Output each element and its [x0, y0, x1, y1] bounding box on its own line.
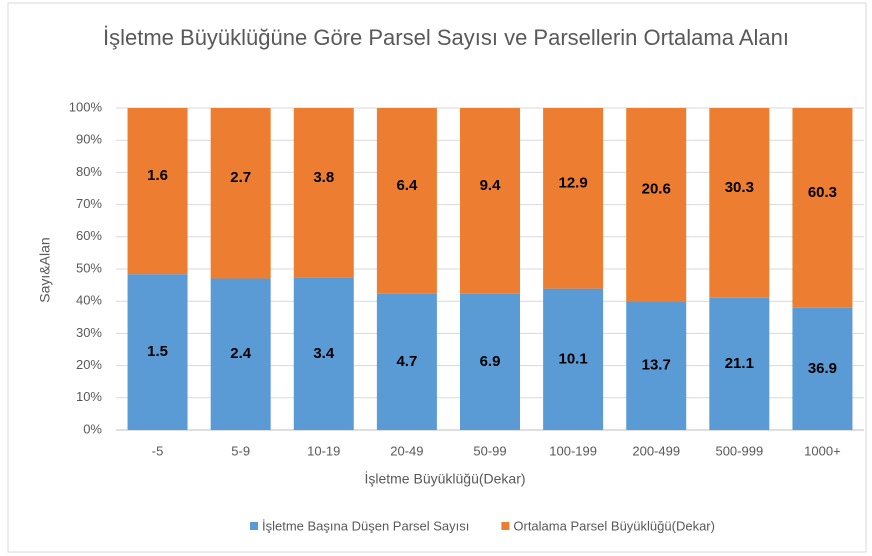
y-tick-label: 0% — [83, 421, 102, 436]
bar-segment — [127, 274, 188, 430]
bar-segment — [460, 108, 520, 294]
y-tick-label: 60% — [76, 228, 102, 243]
value-label: 36.9 — [808, 360, 837, 377]
bar-segment — [127, 108, 188, 275]
bar-segment — [709, 108, 770, 298]
x-tick-label: 10-19 — [307, 443, 340, 458]
x-tick-label: -5 — [152, 443, 164, 458]
value-label: 10.1 — [559, 350, 588, 367]
y-tick-label: 70% — [76, 196, 102, 211]
y-tick-label: 100% — [69, 99, 103, 114]
legend-label: İşletme Başına Düşen Parsel Sayısı — [262, 518, 469, 533]
y-tick-label: 90% — [76, 132, 102, 147]
x-tick-label: 50-99 — [473, 443, 506, 458]
y-tick-label: 40% — [76, 293, 102, 308]
value-label: 20.6 — [642, 181, 671, 198]
x-tick-label: 100-199 — [549, 443, 597, 458]
bar-segment — [210, 108, 271, 279]
value-label: 4.7 — [396, 353, 417, 370]
x-tick-label: 20-49 — [390, 443, 423, 458]
y-tick-label: 80% — [76, 164, 102, 179]
x-tick-label: 500-999 — [715, 443, 763, 458]
bar-segment — [293, 108, 354, 278]
bar-segment — [376, 293, 437, 430]
legend-label: Ortalama Parsel Büyüklüğü(Dekar) — [513, 518, 715, 533]
x-axis-label: İşletme Büyüklüğü(Dekar) — [364, 470, 525, 487]
value-label: 3.8 — [313, 169, 334, 186]
bar-segment — [626, 301, 687, 430]
value-label: 60.3 — [808, 184, 837, 201]
legend-swatch — [250, 522, 258, 530]
bar-segment — [210, 278, 271, 430]
bar-segment — [792, 108, 853, 308]
y-tick-label: 30% — [76, 325, 102, 340]
bar-segment — [460, 293, 520, 430]
bar-segment — [376, 108, 437, 294]
value-label: 6.9 — [480, 353, 501, 370]
value-label: 3.4 — [313, 345, 335, 362]
y-tick-label: 20% — [76, 357, 102, 372]
y-tick-label: 50% — [76, 260, 102, 275]
value-label: 9.4 — [480, 177, 502, 194]
chart-border — [7, 2, 867, 553]
bar-segment — [709, 297, 770, 430]
value-label: 13.7 — [642, 357, 671, 374]
bar-segment — [543, 108, 604, 289]
value-label: 2.7 — [230, 169, 251, 186]
bar-segment — [626, 108, 687, 302]
value-label: 21.1 — [725, 355, 754, 372]
chart-title: İşletme Büyüklüğüne Göre Parsel Sayısı v… — [103, 25, 789, 50]
y-axis-label: Sayı&Alan — [37, 237, 53, 302]
x-tick-label: 200-499 — [632, 443, 680, 458]
bar-segment — [792, 307, 853, 430]
value-label: 30.3 — [725, 179, 754, 196]
y-tick-label: 10% — [76, 389, 102, 404]
x-tick-label: 5-9 — [231, 443, 250, 458]
value-label: 2.4 — [230, 345, 252, 362]
value-label: 1.5 — [147, 343, 168, 360]
value-label: 6.4 — [396, 177, 418, 194]
value-label: 1.6 — [147, 167, 168, 184]
legend-swatch — [501, 522, 510, 530]
bar-segment — [543, 288, 604, 430]
bar-segment — [293, 277, 354, 430]
value-label: 12.9 — [559, 174, 588, 191]
x-tick-label: 1000+ — [804, 443, 841, 458]
